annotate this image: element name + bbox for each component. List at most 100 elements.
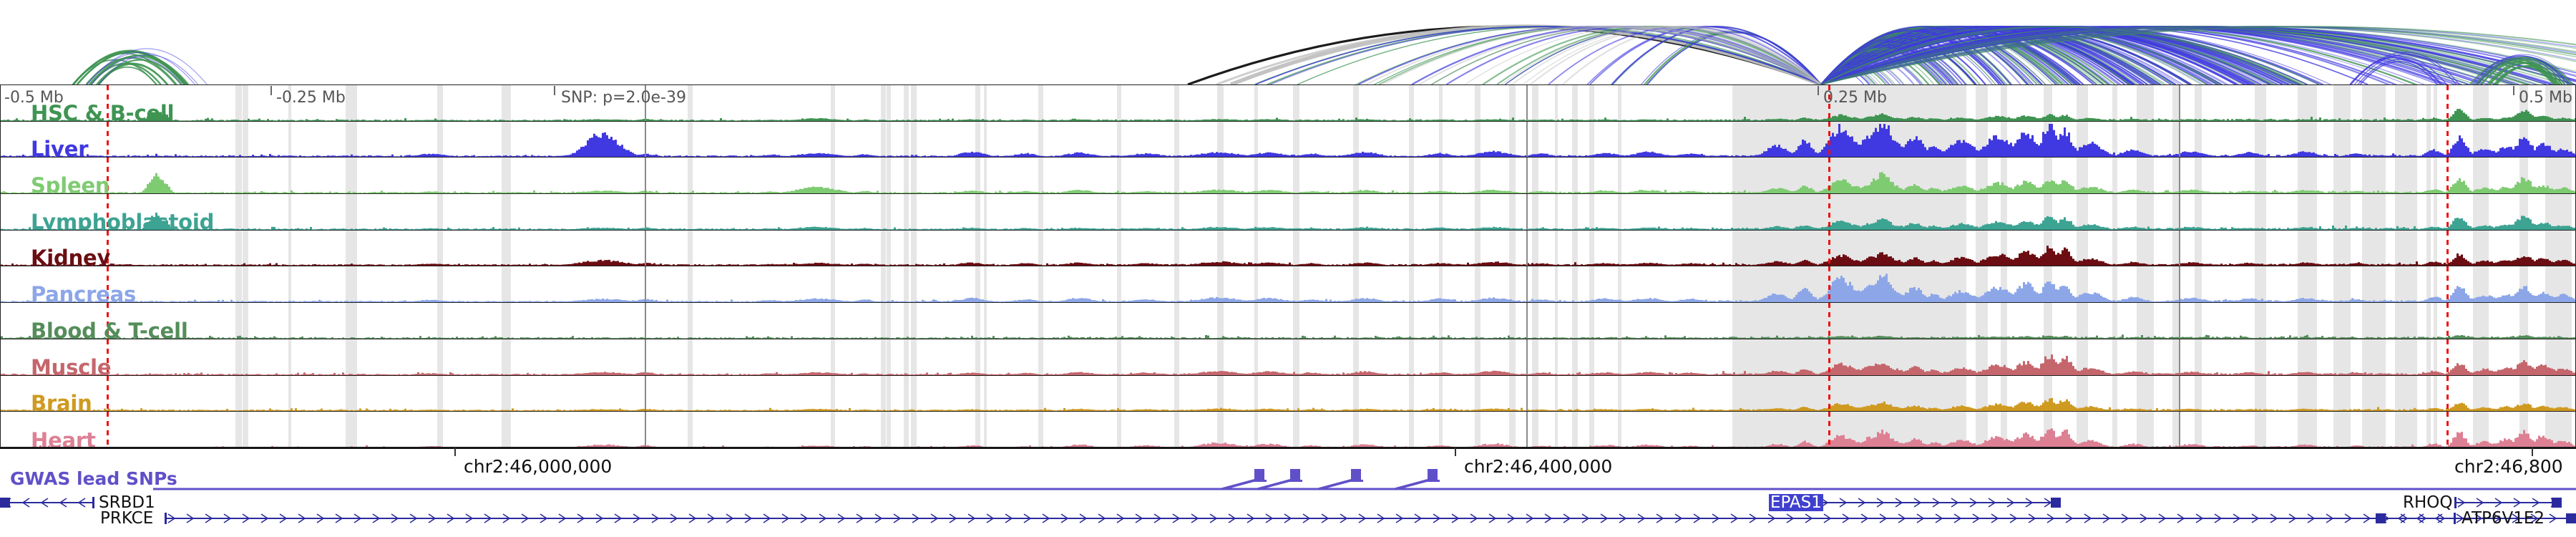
shaded-region <box>688 266 693 303</box>
gene-srbd1[interactable]: SRBD1 <box>0 494 2576 511</box>
axis-tick <box>1818 86 1819 95</box>
snp-marker-line <box>1828 303 1830 339</box>
shaded-region <box>2001 303 2007 339</box>
gene-label[interactable]: PRKCE <box>100 509 154 528</box>
guide-line <box>2179 266 2180 303</box>
snp-marker-line <box>2446 412 2449 447</box>
shaded-region-layer <box>1 158 2575 194</box>
guide-line <box>1526 266 1528 303</box>
shaded-region <box>1038 194 1043 230</box>
shaded-region <box>1353 158 1359 194</box>
shaded-region <box>1439 230 1443 266</box>
shaded-region <box>881 303 886 339</box>
shaded-region <box>831 85 835 121</box>
shaded-region <box>1929 339 1935 375</box>
shaded-region <box>1589 194 1594 230</box>
shaded-region <box>2434 85 2437 121</box>
tissue-track-heart: Heart <box>1 412 2575 447</box>
shaded-region <box>288 85 291 121</box>
interaction-arc <box>1482 25 1822 84</box>
shaded-region <box>1589 339 1594 375</box>
shaded-region <box>2001 339 2007 375</box>
shaded-region <box>881 158 886 194</box>
shaded-region <box>887 121 891 158</box>
shaded-region <box>2112 412 2117 447</box>
shaded-region <box>1409 412 1414 447</box>
gwas-lead-snp-mark[interactable] <box>1221 469 1267 490</box>
interaction-arc <box>1820 26 2573 84</box>
guide-line <box>1526 375 1528 412</box>
shaded-region <box>2195 85 2202 121</box>
shaded-region <box>2562 230 2572 266</box>
shaded-region <box>1555 375 1558 412</box>
shaded-region <box>2434 158 2437 194</box>
gwas-lead-snp-mark[interactable] <box>1395 469 1440 490</box>
gene-label[interactable]: EPAS1 <box>1769 493 1823 512</box>
shaded-region <box>2112 375 2117 412</box>
snp-marker-line <box>107 266 109 303</box>
gene-label[interactable]: ATP6V1E2 <box>2462 509 2545 528</box>
signal-wiggle <box>1 398 2575 412</box>
shaded-region <box>2172 158 2180 194</box>
shaded-region <box>1409 266 1414 303</box>
gwas-lead-snp-mark[interactable] <box>1318 469 1363 490</box>
axis-tick-label: 0.5 Mb <box>2519 89 2572 107</box>
shaded-region <box>1908 303 1923 339</box>
shaded-region <box>2434 266 2437 303</box>
shaded-region <box>2195 303 2202 339</box>
interaction-arc <box>1820 26 2576 84</box>
gene-prkce[interactable]: PRKCE <box>0 510 2576 527</box>
guide-line <box>2179 230 2180 266</box>
shaded-region <box>2255 121 2266 158</box>
shaded-region <box>1845 303 1855 339</box>
gene-epas1[interactable]: EPAS1 <box>0 494 2576 511</box>
gene-atp6v1e2[interactable]: ATP6V1E2 <box>0 510 2576 527</box>
shaded-region <box>2434 339 2437 375</box>
gwas-lead-snp-mark[interactable] <box>1257 469 1302 490</box>
gene-rhoq[interactable]: RHOQ <box>0 494 2576 511</box>
shaded-region <box>1863 375 1875 412</box>
shaded-region <box>1409 194 1414 230</box>
shaded-region <box>1509 121 1516 158</box>
shaded-region <box>1555 230 1558 266</box>
gene-label[interactable]: RHOQ <box>2403 493 2453 512</box>
shaded-region <box>288 375 291 412</box>
shaded-region <box>1618 375 1621 412</box>
shaded-region <box>2298 266 2317 303</box>
shaded-region <box>1957 194 1966 230</box>
shaded-region <box>1929 121 1935 158</box>
shaded-region <box>2172 121 2180 158</box>
guide-line <box>645 194 646 230</box>
shaded-region <box>984 194 987 230</box>
shaded-region <box>1409 121 1414 158</box>
shaded-region <box>911 303 917 339</box>
shaded-region <box>2426 230 2431 266</box>
snp-pvalue-label: SNP: p=2.0e-39 <box>561 89 686 107</box>
shaded-region <box>346 194 352 230</box>
guide-line <box>645 266 646 303</box>
shaded-region <box>2001 158 2007 194</box>
shaded-region <box>346 121 352 158</box>
interaction-arc <box>1820 26 2576 84</box>
shaded-region <box>1293 412 1299 447</box>
shaded-region <box>1618 194 1621 230</box>
shaded-region <box>504 339 511 375</box>
shaded-region <box>911 158 917 194</box>
interaction-arc <box>1820 26 2576 84</box>
shaded-region <box>2426 158 2431 194</box>
shaded-region <box>288 339 291 375</box>
shaded-region <box>2298 85 2317 121</box>
coordinate-tick <box>1455 448 1456 456</box>
shaded-region <box>351 266 357 303</box>
shaded-region-layer <box>1 412 2575 447</box>
shaded-region <box>2077 303 2088 339</box>
shaded-region <box>504 266 511 303</box>
shaded-region <box>1532 194 1538 230</box>
shaded-region <box>1254 85 1258 121</box>
shaded-region <box>904 194 909 230</box>
shaded-region <box>2137 158 2154 194</box>
shaded-region <box>1555 303 1558 339</box>
gene-label[interactable]: SRBD1 <box>99 493 155 512</box>
tissue-track-muscle: Muscle <box>1 339 2575 376</box>
shaded-region <box>2255 266 2266 303</box>
